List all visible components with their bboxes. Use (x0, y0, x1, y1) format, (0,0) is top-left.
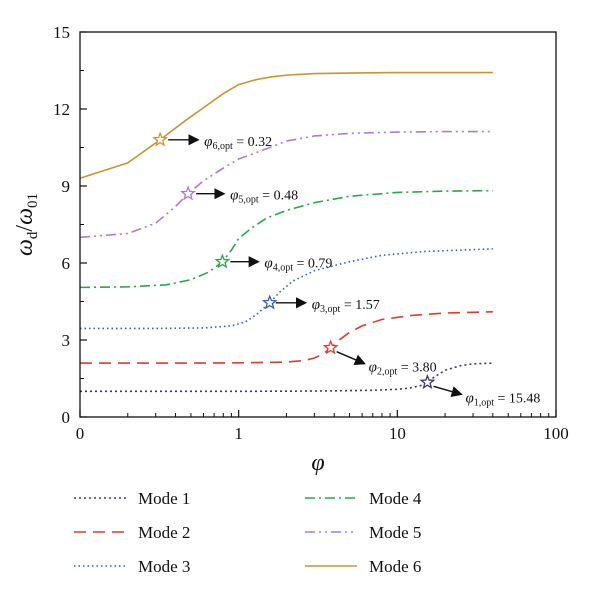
legend-label-mode-4: Mode 4 (369, 489, 422, 508)
series-line-mode-5 (79, 130, 493, 239)
legend: Mode 1 Mode 4 Mode 2 Mode 5 Mode 3 Mode 6 (74, 489, 422, 576)
optimum-star-mode-5 (180, 185, 196, 201)
legend-label-mode-2: Mode 2 (138, 523, 190, 542)
annotation-label-mode-3: φ3,opt = 1.57 (312, 297, 380, 315)
y-tick-label: 3 (62, 331, 71, 350)
annotation-label-mode-6: φ6,opt = 0.32 (204, 134, 272, 152)
x-tick-label: 100 (543, 424, 569, 443)
annotation-label-mode-4: φ4,opt = 0.79 (264, 256, 332, 274)
annotation-arrow-mode-1 (433, 385, 463, 398)
series-line-mode-2 (80, 310, 493, 364)
y-tick-label: 12 (53, 100, 70, 119)
x-tick-label: 1 (234, 424, 243, 443)
series-line-mode-3 (80, 248, 493, 330)
y-label-den-sub: 01 (25, 193, 41, 208)
x-axis-label: φ (311, 450, 324, 476)
annotation-layer: φ1,opt = 15.48 φ2,opt = 3.80 φ3,opt = 1.57… (168, 134, 540, 408)
series-line-mode-1 (80, 362, 493, 393)
plot-area: φ1,opt = 15.48 φ2,opt = 3.80 φ3,opt = 1.57… (79, 71, 540, 408)
series-layer (79, 71, 493, 393)
y-tick-label: 6 (62, 254, 71, 273)
x-tick-label: 0 (76, 424, 85, 443)
y-label-den: ω (12, 208, 38, 225)
annotation-label-mode-1: φ1,opt = 15.48 (465, 390, 540, 408)
x-axis: 0 1 10 100 (76, 410, 569, 443)
y-axis: 0 3 6 9 12 15 (53, 23, 87, 427)
marker-layer (152, 131, 436, 390)
y-tick-label: 15 (53, 23, 70, 42)
legend-label-mode-6: Mode 6 (369, 557, 421, 576)
series-line-mode-4 (79, 189, 493, 289)
series-line-mode-6 (79, 71, 493, 180)
y-tick-label: 0 (62, 408, 71, 427)
annotation-label-mode-2: φ2,opt = 3.80 (369, 360, 437, 378)
y-tick-label: 9 (62, 177, 71, 196)
legend-label-mode-3: Mode 3 (138, 557, 190, 576)
optimum-star-mode-2 (322, 339, 339, 355)
legend-label-mode-1: Mode 1 (138, 489, 190, 508)
y-axis-label: ωd/ω01 (12, 193, 41, 256)
x-tick-label: 10 (389, 424, 406, 443)
y-label-main: ω (12, 239, 38, 256)
legend-label-mode-5: Mode 5 (369, 523, 421, 542)
optimum-star-mode-6 (152, 131, 169, 147)
optimum-star-mode-4 (214, 253, 231, 269)
optimum-star-mode-3 (261, 294, 278, 310)
y-label-slash: / (12, 225, 38, 232)
annotation-label-mode-5: φ5,opt = 0.48 (230, 188, 298, 206)
optimum-star-mode-1 (419, 374, 436, 390)
annotation-arrow-mode-2 (336, 351, 366, 365)
y-label-main-sub: d (25, 231, 41, 239)
